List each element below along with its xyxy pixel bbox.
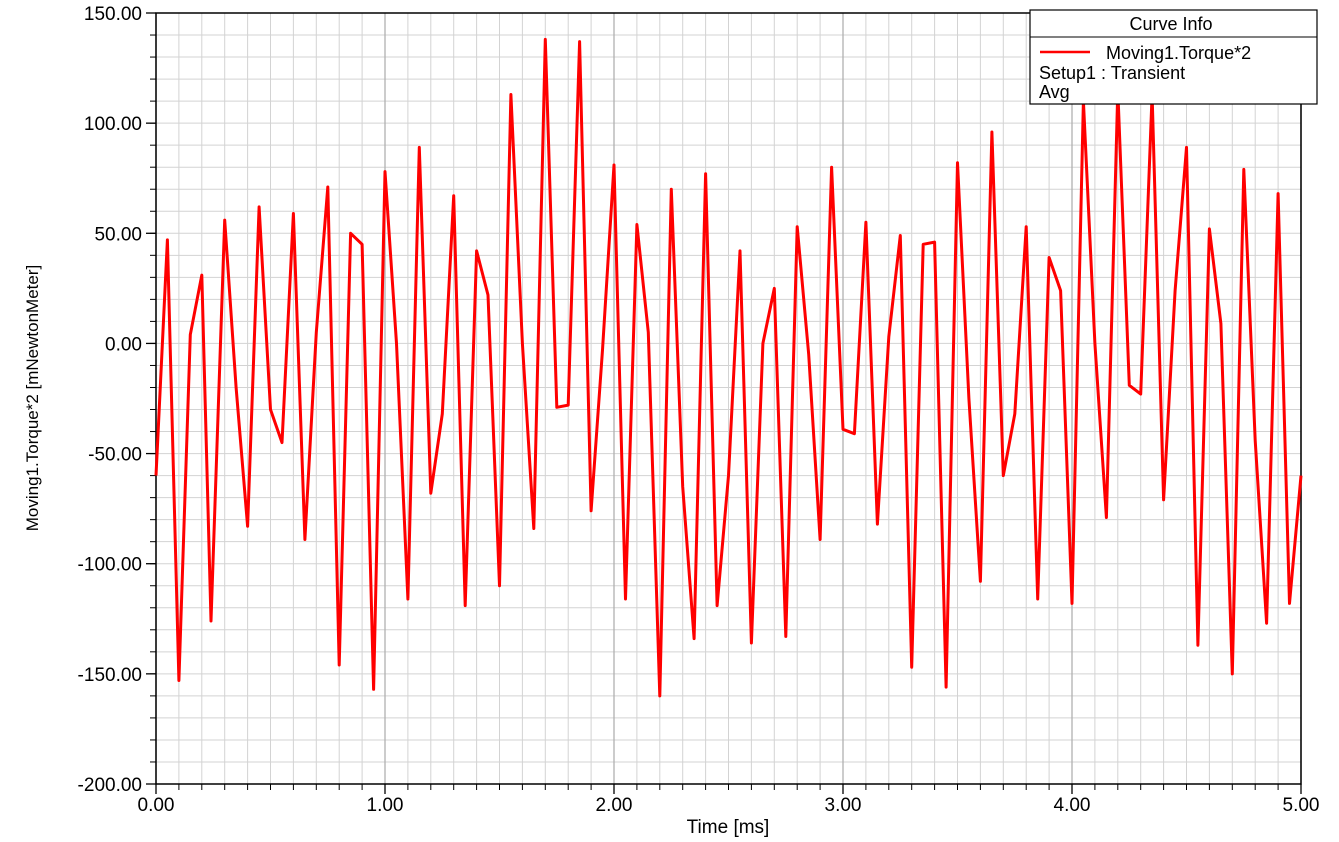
x-axis-title: Time [ms] (687, 817, 770, 838)
series-line-torque (154, 37, 1303, 698)
x-tick-label: 4.00 (1054, 795, 1091, 816)
legend-frame (1029, 9, 1318, 105)
y-tick-label: -100.00 (78, 555, 142, 576)
x-tick-label: 5.00 (1283, 795, 1320, 816)
legend-setup-line: Setup1 : Transient (1039, 63, 1185, 83)
y-axis-title: Moving1.Torque*2 [mNewtonMeter] (23, 265, 42, 531)
x-tick-label: 3.00 (825, 795, 862, 816)
legend: Curve Info Moving1.Torque*2 Setup1 : Tra… (1029, 9, 1318, 105)
y-tick-label: 50.00 (94, 224, 142, 245)
x-tick-label: 1.00 (367, 795, 404, 816)
x-tick-label: 0.00 (138, 795, 175, 816)
legend-title: Curve Info (1129, 14, 1212, 34)
x-axis-ticks: 0.00 1.00 2.00 3.00 4.00 5.00 (138, 784, 1320, 816)
y-tick-label: 100.00 (84, 114, 142, 135)
x-tick-label: 2.00 (596, 795, 633, 816)
legend-avg-line: Avg (1039, 82, 1070, 102)
y-axis-ticks: 150.00 100.00 50.00 0.00 -50.00 -100.00 -150.0… (78, 4, 156, 796)
legend-entry-torque: Moving1.Torque*2 (1106, 43, 1251, 63)
y-tick-label: -50.00 (88, 445, 142, 466)
y-tick-label: 150.00 (84, 4, 142, 25)
y-tick-label: -200.00 (78, 775, 142, 796)
plot-frame (155, 12, 1302, 785)
y-tick-label: -150.00 (78, 665, 142, 686)
y-tick-label: 0.00 (105, 334, 142, 355)
series-layer (154, 37, 1303, 698)
